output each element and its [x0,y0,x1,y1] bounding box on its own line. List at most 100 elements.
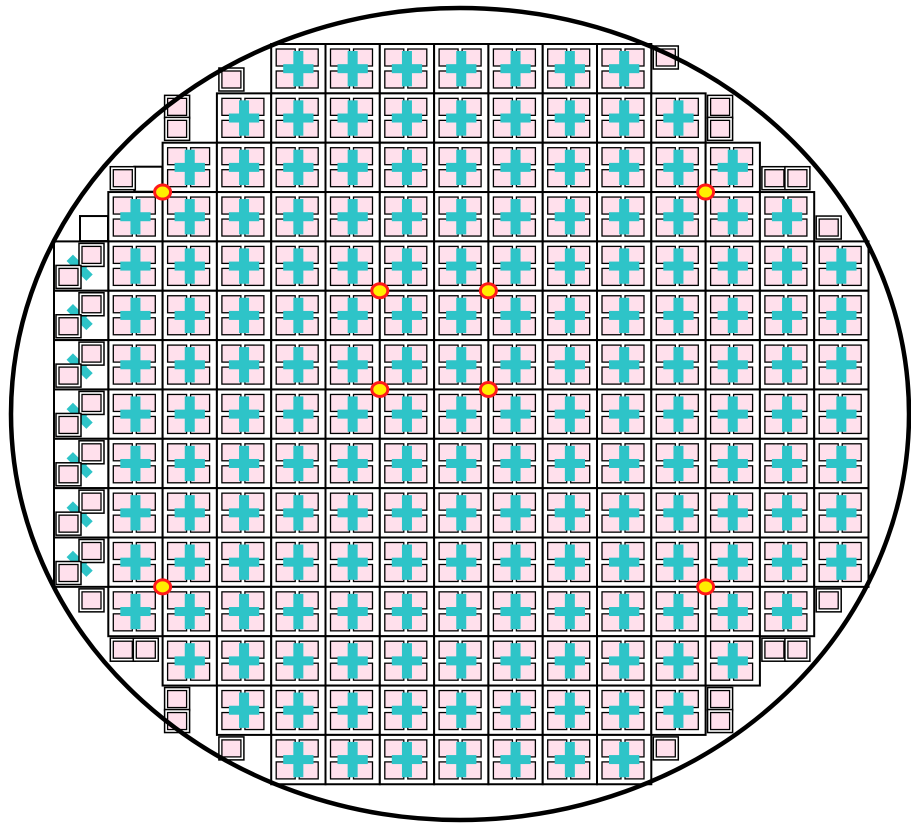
die-pad [438,344,459,363]
die-cross-horizontal [228,261,260,271]
die-cross-horizontal [717,310,748,320]
die-pad [492,591,514,610]
edge-pad [112,169,133,188]
die-pad [547,196,568,215]
die-pad [547,739,568,758]
die-pad [438,563,459,583]
die-pad [655,366,676,385]
die-cross-horizontal [609,64,640,74]
die-cell [161,191,218,243]
die-cross-horizontal [391,508,423,518]
die-cell [487,487,544,539]
die-pad [547,443,568,462]
die-cell [758,437,816,490]
die-cell [215,92,273,144]
die-cell [53,289,110,342]
die-cross-horizontal [554,310,585,320]
die-cross-horizontal [446,310,477,320]
die-pad [112,344,133,363]
die-cross-horizontal [771,557,803,567]
die-pad [384,344,405,363]
edge-pad [81,591,102,610]
die-cell [215,487,273,539]
die-cell [324,536,381,588]
die-cell [215,536,273,588]
die-pad [655,169,676,188]
die-pad [818,492,839,511]
die-cross-horizontal [120,557,151,567]
probe-marker [696,578,716,596]
die-pad [384,591,405,610]
die-pad [601,295,622,314]
edge-pad [764,640,785,659]
die-cell [596,388,653,440]
die-pad [221,169,242,188]
die-pad [329,196,351,215]
die-pad [275,662,296,681]
die-pad [818,245,839,265]
die-pad [492,640,514,659]
die-cell [596,635,653,687]
die-pad [818,415,839,435]
die-pad [221,415,242,435]
wafer-outline [8,5,911,823]
die-pad [655,711,676,731]
die-pad [601,366,622,385]
die-pad [655,147,676,166]
die-cross-horizontal [771,261,803,271]
edge-pad [58,317,79,336]
die-pad [492,267,514,287]
die-cell [161,388,218,440]
die-cell [704,487,761,539]
die-cross-horizontal [609,212,640,222]
edge-pad [709,711,731,731]
die-cross-horizontal [500,458,531,468]
die-cross-horizontal [663,656,694,666]
die-pad [547,415,568,435]
die-pad [655,317,676,336]
die-cell [652,736,680,761]
die-pad [384,119,405,138]
die-pad [329,689,351,709]
die-pad [601,119,622,138]
die-pad [492,218,514,237]
probe-marker [478,282,498,300]
die-pad [221,640,242,659]
die-cell [270,141,327,194]
die-pad [764,465,785,484]
die-pad [547,317,568,336]
die-pad [166,196,188,215]
die-pad [329,761,351,780]
die-pad [112,591,133,610]
die-pad [275,196,296,215]
die-cross-horizontal [174,458,205,468]
die-cell [270,733,327,786]
die-cell [53,339,110,391]
die-cell [815,588,842,613]
die-pad [655,267,676,287]
die-cross-horizontal [174,212,205,222]
die-pad [655,218,676,237]
die-pad [438,317,459,336]
die-pad [384,169,405,188]
die-cell [650,289,707,342]
die-pad [764,393,785,413]
die-pad [492,514,514,533]
die-pad [112,465,133,484]
die-cell [433,684,490,736]
die-pad [492,689,514,709]
die-cross-horizontal [554,113,585,123]
die-cell [270,437,327,490]
edge-pad [81,295,102,314]
die-cell [596,240,653,292]
die-pad [166,245,188,265]
die-pad [384,196,405,215]
die-cross-horizontal [446,64,477,74]
die-pad [438,393,459,413]
die-cross-horizontal [554,755,585,765]
die-pad [438,295,459,314]
die-cell [378,733,436,786]
die-cell [541,536,599,588]
die-pad [655,344,676,363]
die-pad [547,514,568,533]
